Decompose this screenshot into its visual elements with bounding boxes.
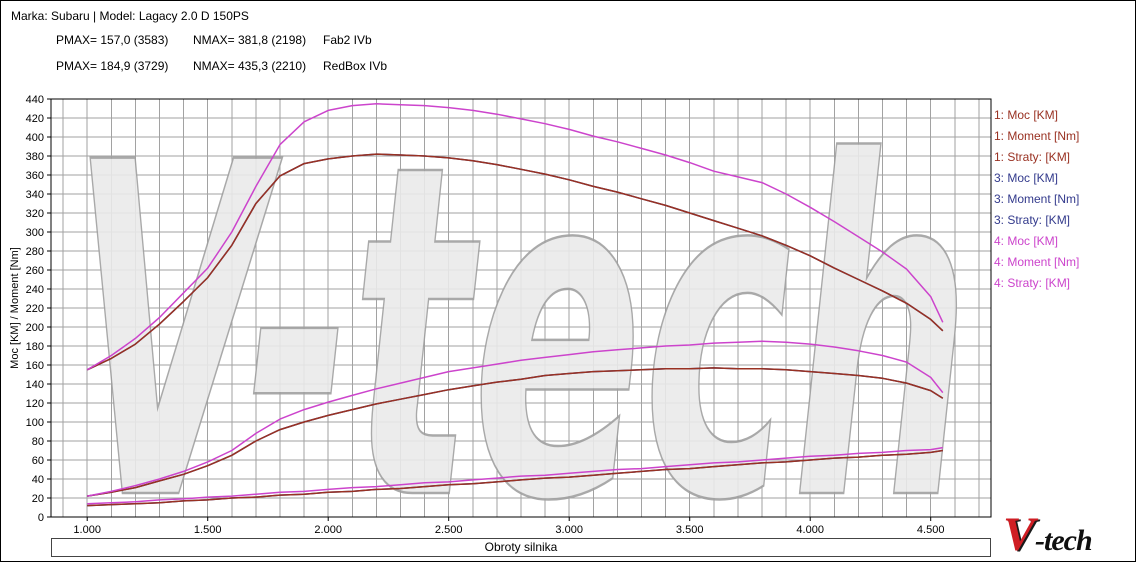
x-tick-label: 1.000 (73, 524, 101, 536)
x-tick-label: 4.000 (796, 524, 824, 536)
legend-item-3-moment: 3: Moment [Nm] (994, 192, 1080, 206)
vehicle-info: Marka: Subaru | Model: Lagacy 2.0 D 150P… (11, 9, 249, 23)
vtech-logo-tech: -tech (1035, 524, 1093, 557)
legend-item-4-straty: 4: Straty: [KM] (994, 276, 1071, 290)
run2-pmax: PMAX= 184,9 (3729) (56, 59, 169, 73)
legend-item-4-moment: 4: Moment [Nm] (994, 255, 1080, 269)
x-tick-label: 2.000 (314, 524, 342, 536)
y-tick-label: 120 (26, 398, 44, 410)
y-tick-label: 60 (32, 455, 44, 467)
y-tick-label: 0 (38, 512, 44, 524)
x-tick-label: 2.500 (435, 524, 463, 536)
y-tick-label: 40 (32, 474, 44, 486)
y-tick-label: 340 (26, 189, 44, 201)
y-tick-label: 300 (26, 227, 44, 239)
legend-item-3-straty: 3: Straty: [KM] (994, 213, 1071, 227)
legend: 1: Moc [KM] 1: Moment [Nm] 1: Straty: [K… (994, 105, 1079, 294)
y-axis-label: Moc [KM] / Moment [Nm] (9, 247, 21, 369)
y-tick-label: 280 (26, 246, 44, 258)
y-tick-label: 20 (32, 493, 44, 505)
vtech-logo: V-tech (1003, 507, 1093, 561)
x-tick-label: 3.000 (555, 524, 583, 536)
x-axis-label: Obroty silnika (51, 538, 991, 557)
y-tick-label: 200 (26, 322, 44, 334)
curve-9 (87, 446, 943, 505)
y-tick-label: 360 (26, 170, 44, 182)
legend-item-1-moc: 1: Moc [KM] (994, 108, 1059, 122)
y-tick-label: 440 (26, 94, 44, 106)
y-tick-label: 320 (26, 208, 44, 220)
y-tick-label: 100 (26, 417, 44, 429)
y-tick-label: 80 (32, 436, 44, 448)
y-tick-label: 140 (26, 379, 44, 391)
curve-3 (87, 449, 943, 507)
y-tick-label: 400 (26, 132, 44, 144)
curve-7 (87, 340, 944, 497)
run2-nmax: NMAX= 435,3 (2210) (193, 59, 307, 73)
curve-1 (87, 367, 944, 497)
y-tick-label: 240 (26, 284, 44, 296)
vtech-logo-v: V (1003, 508, 1036, 561)
y-tick-label: 220 (26, 303, 44, 315)
y-tick-label: 180 (26, 341, 44, 353)
run1-pmax: PMAX= 157,0 (3583) (56, 33, 169, 47)
x-tick-label: 3.500 (676, 524, 704, 536)
y-tick-label: 260 (26, 265, 44, 277)
x-tick-label: 4.500 (917, 524, 945, 536)
legend-item-4-moc: 4: Moc [KM] (994, 234, 1059, 248)
y-tick-label: 380 (26, 151, 44, 163)
run1-nmax: NMAX= 381,8 (2198) (193, 33, 307, 47)
y-tick-label: 420 (26, 113, 44, 125)
y-tick-label: 160 (26, 360, 44, 372)
x-tick-label: 1.500 (194, 524, 222, 536)
run2-name: RedBox IVb (323, 59, 388, 73)
legend-item-3-moc: 3: Moc [KM] (994, 171, 1059, 185)
legend-item-1-moment: 1: Moment [Nm] (994, 129, 1080, 143)
legend-item-1-straty: 1: Straty: [KM] (994, 150, 1071, 164)
curve-2 (86, 153, 944, 371)
curve-8 (86, 103, 944, 371)
run1-name: Fab2 IVb (323, 33, 372, 47)
vtech-watermark: V-tech (71, 67, 971, 562)
